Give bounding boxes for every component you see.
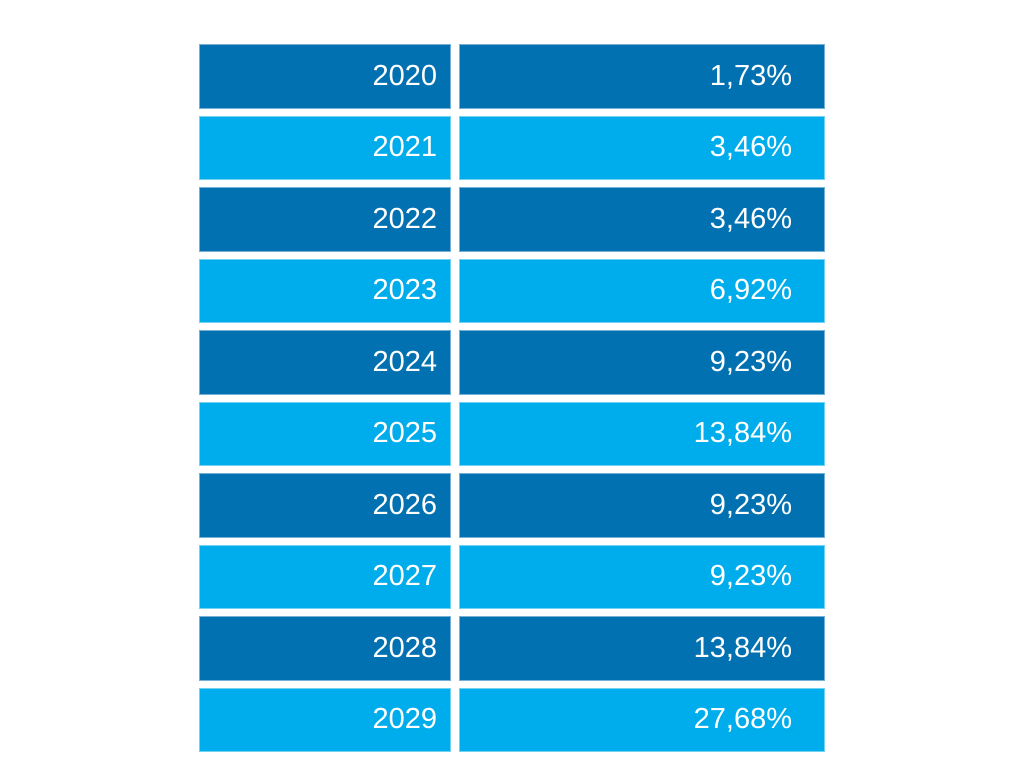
table-row: 2024 9,23% bbox=[199, 330, 825, 395]
year-cell: 2020 bbox=[199, 44, 451, 109]
year-cell: 2022 bbox=[199, 187, 451, 252]
year-cell: 2023 bbox=[199, 258, 451, 323]
value-cell: 9,23% bbox=[459, 473, 825, 538]
year-cell: 2021 bbox=[199, 115, 451, 180]
table-row: 2026 9,23% bbox=[199, 473, 825, 538]
value-cell: 1,73% bbox=[459, 44, 825, 109]
table-row: 2023 6,92% bbox=[199, 258, 825, 323]
value-cell: 9,23% bbox=[459, 330, 825, 395]
year-percentage-table: 2020 1,73% 2021 3,46% 2022 3,46% 2023 6,… bbox=[199, 44, 825, 752]
value-cell: 6,92% bbox=[459, 258, 825, 323]
year-cell: 2025 bbox=[199, 401, 451, 466]
value-cell: 3,46% bbox=[459, 115, 825, 180]
value-cell: 27,68% bbox=[459, 687, 825, 752]
table-row: 2029 27,68% bbox=[199, 687, 825, 752]
table-row: 2028 13,84% bbox=[199, 616, 825, 681]
year-cell: 2024 bbox=[199, 330, 451, 395]
table-row: 2022 3,46% bbox=[199, 187, 825, 252]
year-cell: 2026 bbox=[199, 473, 451, 538]
year-cell: 2029 bbox=[199, 687, 451, 752]
year-cell: 2028 bbox=[199, 616, 451, 681]
value-cell: 13,84% bbox=[459, 616, 825, 681]
year-cell: 2027 bbox=[199, 544, 451, 609]
value-cell: 13,84% bbox=[459, 401, 825, 466]
table-row: 2025 13,84% bbox=[199, 401, 825, 466]
table-row: 2020 1,73% bbox=[199, 44, 825, 109]
value-cell: 9,23% bbox=[459, 544, 825, 609]
table-row: 2021 3,46% bbox=[199, 115, 825, 180]
table-row: 2027 9,23% bbox=[199, 544, 825, 609]
value-cell: 3,46% bbox=[459, 187, 825, 252]
